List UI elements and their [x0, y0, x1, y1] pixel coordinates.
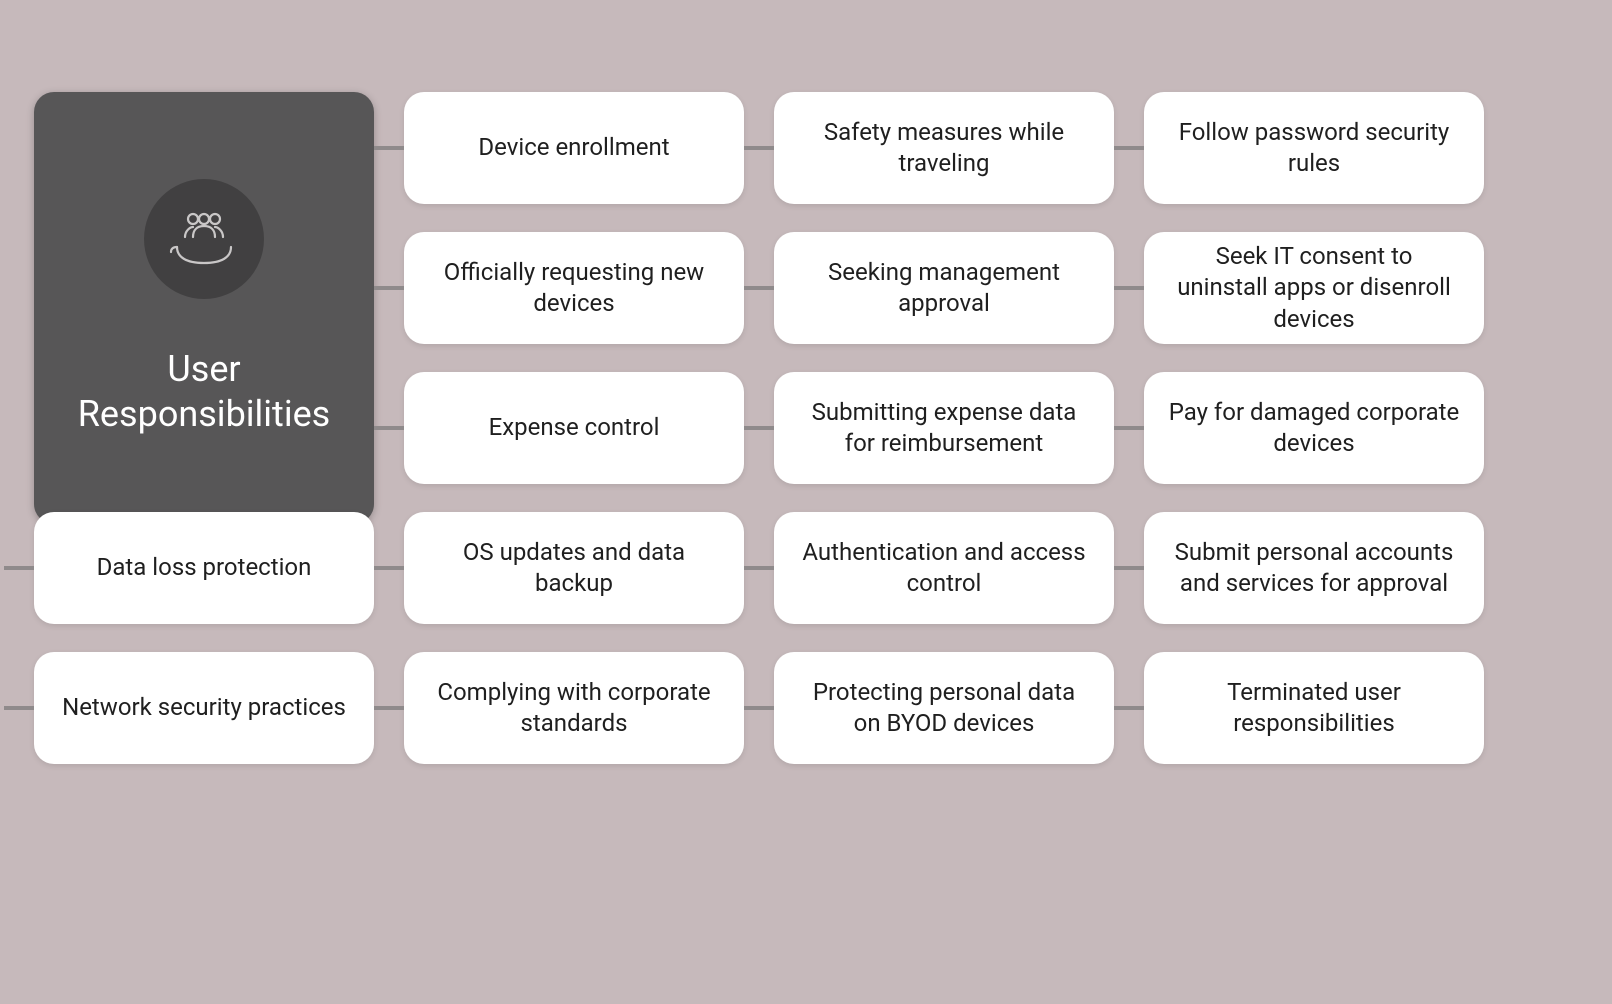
info-card: Follow password security rules: [1144, 92, 1484, 204]
connector: [374, 426, 404, 430]
connector: [744, 146, 774, 150]
connector: [374, 566, 404, 570]
connector: [744, 286, 774, 290]
connector: [374, 286, 404, 290]
info-card: OS updates and data backup: [404, 512, 744, 624]
info-card: Seek IT consent to uninstall apps or dis…: [1144, 232, 1484, 344]
connector-stub: [4, 566, 34, 570]
connector: [1114, 426, 1144, 430]
info-card: Pay for damaged corporate devices: [1144, 372, 1484, 484]
info-card: Device enrollment: [404, 92, 744, 204]
connector: [744, 566, 774, 570]
info-card: Submitting expense data for reimbursemen…: [774, 372, 1114, 484]
primary-title: User Responsibilities: [78, 347, 331, 437]
info-card: Authentication and access control: [774, 512, 1114, 624]
connector: [1114, 566, 1144, 570]
connector: [1114, 286, 1144, 290]
users-icon: [144, 179, 264, 299]
connector: [744, 706, 774, 710]
info-card: Submit personal accounts and services fo…: [1144, 512, 1484, 624]
info-card: Terminated user responsibilities: [1144, 652, 1484, 764]
connector: [374, 146, 404, 150]
info-card: Network security practices: [34, 652, 374, 764]
diagram-canvas: User Responsibilities Device enrollment Sa…: [0, 0, 1612, 1004]
info-card: Expense control: [404, 372, 744, 484]
connector-stub: [4, 706, 34, 710]
connector: [374, 706, 404, 710]
info-card: Protecting personal data on BYOD devices: [774, 652, 1114, 764]
info-card: Seeking management approval: [774, 232, 1114, 344]
primary-card: User Responsibilities: [34, 92, 374, 524]
connector: [1114, 706, 1144, 710]
info-card: Safety measures while traveling: [774, 92, 1114, 204]
connector: [744, 426, 774, 430]
connector: [1114, 146, 1144, 150]
info-card: Officially requesting new devices: [404, 232, 744, 344]
info-card: Data loss protection: [34, 512, 374, 624]
info-card: Complying with corporate standards: [404, 652, 744, 764]
